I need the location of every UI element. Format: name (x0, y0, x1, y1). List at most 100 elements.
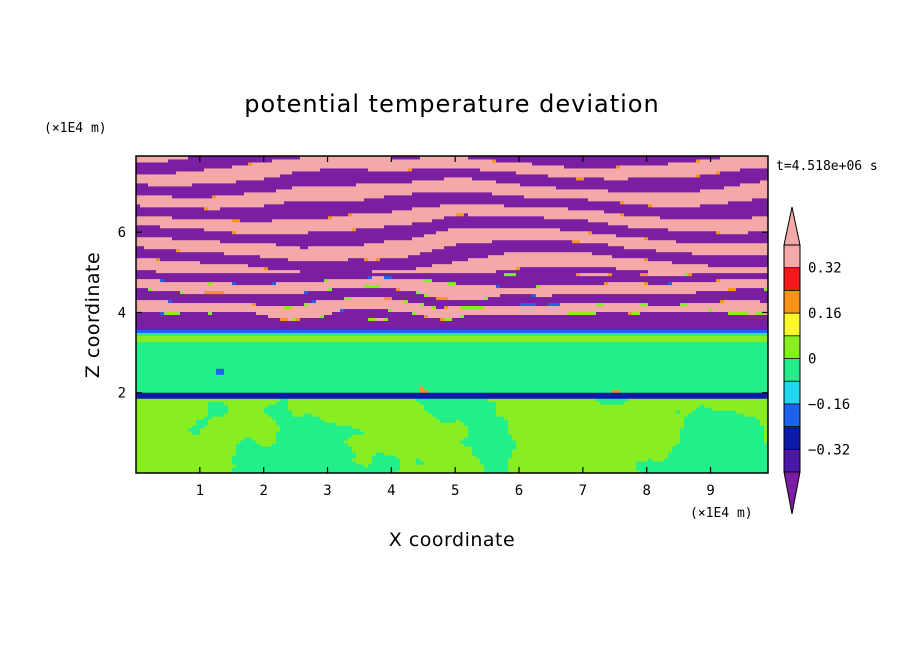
heatmap-cell (136, 431, 193, 435)
heatmap-cell (184, 290, 205, 295)
heatmap-cell (348, 443, 465, 447)
heatmap-cell (672, 449, 768, 453)
heatmap-cell (288, 257, 349, 262)
heatmap-cell (416, 458, 421, 462)
heatmap-cell (424, 386, 768, 390)
heatmap-cell (368, 464, 401, 468)
heatmap-cell (720, 170, 768, 175)
heatmap-cell (576, 272, 581, 277)
heatmap-cell (216, 368, 225, 372)
heatmap-cell (384, 317, 389, 321)
heatmap-cell (424, 407, 497, 411)
heatmap-cell (356, 227, 449, 232)
heatmap-cell (468, 431, 509, 435)
heatmap-cell (136, 356, 768, 360)
heatmap-cell (764, 431, 768, 435)
y-tick-label: 6 (118, 225, 126, 241)
heatmap-cell (488, 296, 768, 301)
x-tick-label: 9 (706, 483, 714, 499)
heatmap-cell (136, 164, 233, 169)
heatmap-cell (496, 413, 689, 417)
heatmap-cell (324, 419, 441, 423)
heatmap-cell (484, 467, 509, 471)
heatmap-cell (136, 218, 233, 223)
heatmap-cell (420, 386, 425, 390)
heatmap-cell (136, 167, 205, 172)
x-tick-label: 7 (579, 483, 587, 499)
heatmap-cell (436, 296, 449, 301)
heatmap-cell (656, 248, 768, 253)
colorbar-tick-label: 0.16 (808, 306, 842, 322)
heatmap-cell (136, 197, 365, 202)
heatmap-cell (276, 440, 345, 444)
heatmap-cell (384, 239, 493, 244)
heatmap-cell (504, 272, 517, 277)
heatmap-cell (516, 266, 521, 271)
heatmap-cell (172, 215, 329, 220)
heatmap-cell (232, 455, 357, 459)
heatmap-cell (608, 221, 768, 226)
heatmap-cell (444, 215, 545, 220)
heatmap-cell (384, 296, 393, 301)
heatmap-cell (136, 437, 245, 441)
heatmap-cell (136, 371, 217, 375)
heatmap-cell (716, 230, 721, 235)
heatmap-cell (136, 407, 209, 411)
heatmap-cell (628, 398, 768, 402)
heatmap-cell (212, 194, 217, 199)
heatmap-cell (508, 470, 641, 473)
heatmap-cell (136, 156, 189, 160)
heatmap-cell (288, 401, 421, 405)
heatmap-cell (756, 311, 765, 315)
heatmap-cell (628, 224, 768, 229)
heatmap-cell (136, 185, 293, 190)
heatmap-cell (604, 281, 609, 286)
heatmap-cell (136, 284, 365, 289)
x-tick-label: 8 (642, 483, 650, 499)
heatmap-cell (452, 260, 673, 265)
heatmap-cell (136, 440, 241, 444)
heatmap-cell (136, 335, 768, 339)
heatmap-cell (328, 278, 425, 283)
heatmap-cell (384, 224, 629, 229)
heatmap-cell (696, 173, 701, 178)
heatmap-cell (508, 422, 685, 426)
heatmap-cell (136, 242, 277, 247)
heatmap-cell (640, 470, 768, 473)
heatmap-cell (624, 212, 768, 217)
heatmap-cell (136, 170, 177, 175)
colorbar-segment (784, 381, 800, 404)
heatmap-cell (224, 290, 305, 295)
heatmap-cell (620, 212, 625, 217)
y-axis: 2 4 6 (118, 225, 768, 402)
heatmap-cell (648, 458, 653, 462)
heatmap-cell (700, 158, 768, 163)
heatmap-cell (464, 212, 469, 217)
heatmap-cell (640, 302, 649, 307)
heatmap-cell (352, 449, 473, 453)
heatmap-cell (556, 185, 725, 190)
heatmap-cell (504, 203, 649, 208)
heatmap-cell (400, 467, 485, 471)
heatmap-cell (492, 158, 497, 163)
heatmap-cell (436, 416, 505, 420)
heatmap-cell (420, 156, 469, 160)
heatmap-cell (652, 458, 665, 462)
heatmap-cell (592, 230, 717, 235)
colorbar-segment (784, 290, 800, 314)
heatmap-cell (136, 362, 768, 366)
heatmap-cell (208, 407, 229, 411)
heatmap-cell (348, 437, 465, 441)
heatmap-cell (760, 419, 768, 423)
heatmap-cell (136, 221, 413, 226)
heatmap-cell (496, 410, 677, 414)
heatmap-cell (372, 269, 497, 274)
heatmap-cell (692, 251, 768, 256)
heatmap-cell (636, 467, 768, 471)
heatmap-cell (648, 269, 768, 274)
heatmap-cell (272, 218, 433, 223)
heatmap-cell (136, 395, 768, 399)
heatmap-cell (456, 419, 461, 423)
heatmap-cell (760, 422, 768, 426)
heatmap-cell (344, 440, 461, 444)
